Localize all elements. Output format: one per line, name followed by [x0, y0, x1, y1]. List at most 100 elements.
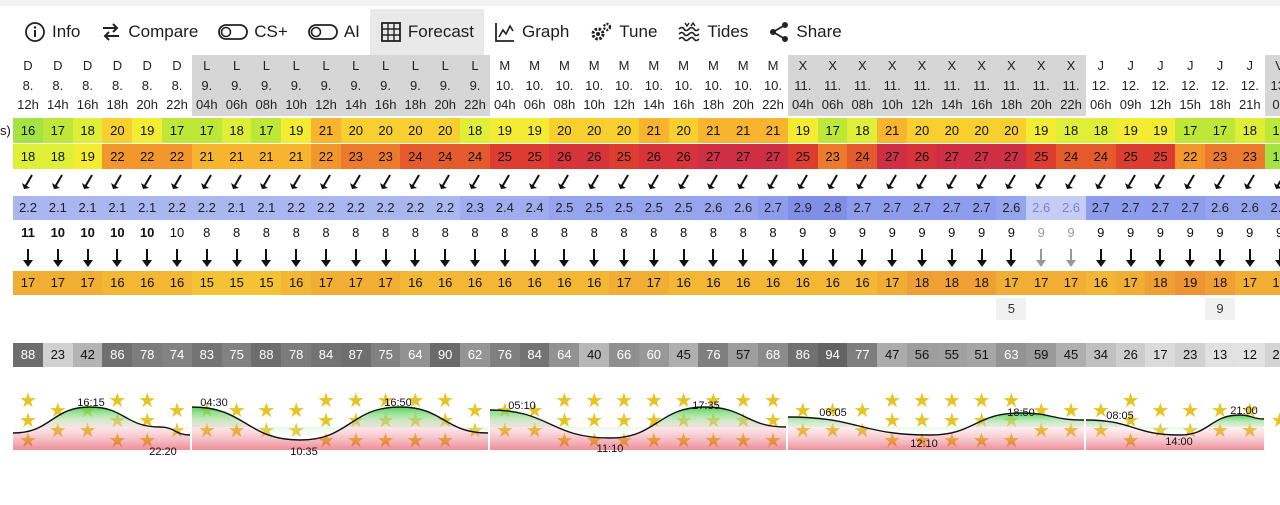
tab-tune[interactable]: Tune: [579, 9, 667, 55]
cloud-cover-cell: 94: [817, 343, 848, 367]
temp-cell: 19: [281, 118, 312, 143]
column-header[interactable]: M 10. 14h: [638, 55, 669, 116]
star-icon: ★: [674, 390, 693, 412]
column-header[interactable]: L 9. 04h: [191, 55, 222, 116]
column-header[interactable]: L 9. 06h: [221, 55, 252, 116]
column-header[interactable]: X 11. 18h: [996, 55, 1027, 116]
column-header[interactable]: X 11. 10h: [877, 55, 908, 116]
column-header[interactable]: D 8. 18h: [102, 55, 133, 116]
column-header[interactable]: M 10. 06h: [519, 55, 550, 116]
column-header[interactable]: D 8. 14h: [42, 55, 73, 116]
wave-period-cell: 8: [441, 225, 449, 240]
temp-cell: 20: [430, 118, 461, 143]
header-hour: 16h: [672, 97, 695, 112]
wave-period-cell: 8: [471, 225, 479, 240]
column-header[interactable]: L 9. 12h: [311, 55, 341, 116]
wave-period-cell: 9: [888, 225, 896, 240]
wave-direction-icon: [847, 245, 877, 271]
column-header[interactable]: X 11. 08h: [847, 55, 878, 116]
header-hour: 16h: [76, 97, 99, 112]
temp-cell: 20: [609, 118, 639, 143]
column-header[interactable]: M 10. 08h: [549, 55, 580, 116]
wind-speed-cell: 17: [340, 271, 371, 295]
tab-ai[interactable]: AI: [298, 9, 370, 55]
wave-period-cell: 8: [709, 225, 717, 240]
column-header[interactable]: M 10. 12h: [609, 55, 639, 116]
cloud-cover-cell: 83: [191, 343, 222, 367]
column-header[interactable]: L 9. 10h: [281, 55, 312, 116]
temp-feel-cell: 16: [1264, 144, 1280, 169]
temp-feel-cell: 27: [966, 144, 997, 169]
wind-arrow-icon: [73, 169, 103, 195]
gust-cell: [907, 298, 937, 320]
temp-cell: 21: [728, 118, 759, 143]
column-header[interactable]: D 8. 22h: [162, 55, 192, 116]
wave-height-cell: 2.2: [370, 196, 401, 220]
tab-tides[interactable]: Tides: [667, 9, 758, 55]
column-header[interactable]: J 12. 15h: [1175, 55, 1206, 116]
column-header[interactable]: X 11. 20h: [1026, 55, 1057, 116]
column-header[interactable]: M 10. 10h: [579, 55, 610, 116]
column-header[interactable]: D 8. 12h: [13, 55, 43, 116]
wind-speed-cell: 17: [638, 271, 669, 295]
column-header[interactable]: M 10. 22h: [758, 55, 788, 116]
gust-cell: [371, 298, 401, 320]
header-hour: 14h: [46, 97, 69, 112]
tab-share[interactable]: Share: [758, 9, 851, 55]
column-header[interactable]: D 8. 16h: [72, 55, 103, 116]
tab-graph[interactable]: Graph: [484, 9, 579, 55]
column-header[interactable]: L 9. 18h: [400, 55, 431, 116]
column-header[interactable]: L 9. 16h: [370, 55, 401, 116]
column-header[interactable]: V 13. 06: [1264, 55, 1280, 116]
column-header[interactable]: X 11. 12h: [907, 55, 937, 116]
column-header[interactable]: M 10. 20h: [728, 55, 759, 116]
column-header[interactable]: M 10. 04h: [489, 55, 520, 116]
column-header[interactable]: M 10. 16h: [668, 55, 699, 116]
column-header[interactable]: J 12. 12h: [1145, 55, 1176, 116]
temp-feel-cell: 24: [1085, 144, 1116, 169]
column-header[interactable]: X 11. 22h: [1056, 55, 1086, 116]
wind-arrow-icon: [549, 169, 579, 195]
header-day: 9.: [231, 77, 243, 93]
column-header[interactable]: M 10. 18h: [698, 55, 729, 116]
wave-period-cell: 9: [1126, 225, 1135, 240]
header-weekday: M: [558, 58, 570, 73]
wind-arrow-icon: [43, 169, 73, 195]
tab-forecast[interactable]: Forecast: [369, 8, 485, 55]
column-header[interactable]: L 9. 20h: [430, 55, 461, 116]
cloud-cover-cell: 40: [579, 343, 610, 367]
tab-label: Graph: [522, 21, 570, 41]
column-header[interactable]: X 11. 14h: [936, 55, 967, 116]
column-header[interactable]: L 9. 08h: [251, 55, 282, 116]
wind-arrow-icon: [1116, 169, 1146, 195]
tab-compare[interactable]: Compare: [90, 9, 208, 55]
column-header[interactable]: J 12. 21h: [1234, 55, 1265, 116]
temp-feel-cell: 26: [638, 144, 669, 169]
temp-feel-cell: 24: [430, 144, 461, 169]
column-header[interactable]: J 12. 09h: [1115, 55, 1146, 116]
gust-cell: [1175, 298, 1205, 320]
tab-label: Forecast: [407, 21, 475, 41]
star-icon: ★: [704, 390, 723, 412]
tab-info[interactable]: Info: [14, 9, 90, 55]
wave-direction-icon: [967, 245, 997, 271]
column-header[interactable]: J 12. 18h: [1205, 55, 1235, 116]
column-header[interactable]: X 11. 06h: [817, 55, 848, 116]
temp-feel-cell: 26: [907, 144, 937, 169]
wave-height-cell: 2.7: [1115, 196, 1146, 220]
tab-csplus[interactable]: CS+: [208, 9, 298, 55]
column-header[interactable]: X 11. 04h: [787, 55, 818, 116]
column-header[interactable]: X 11. 16h: [966, 55, 997, 116]
star-icon: ★: [1211, 400, 1229, 422]
column-header[interactable]: L 9. 14h: [340, 55, 371, 116]
header-hour: 10h: [285, 97, 308, 112]
column-header[interactable]: D 8. 20h: [132, 55, 163, 116]
wave-height-cell: 2.1: [132, 196, 163, 220]
column-header[interactable]: J 12. 06h: [1085, 55, 1116, 116]
header-day: 11.: [794, 77, 812, 93]
column-header[interactable]: L 9. 22h: [460, 55, 490, 116]
wind-speed-cell: 17: [1234, 271, 1265, 295]
temp-cell: 20: [102, 118, 133, 143]
